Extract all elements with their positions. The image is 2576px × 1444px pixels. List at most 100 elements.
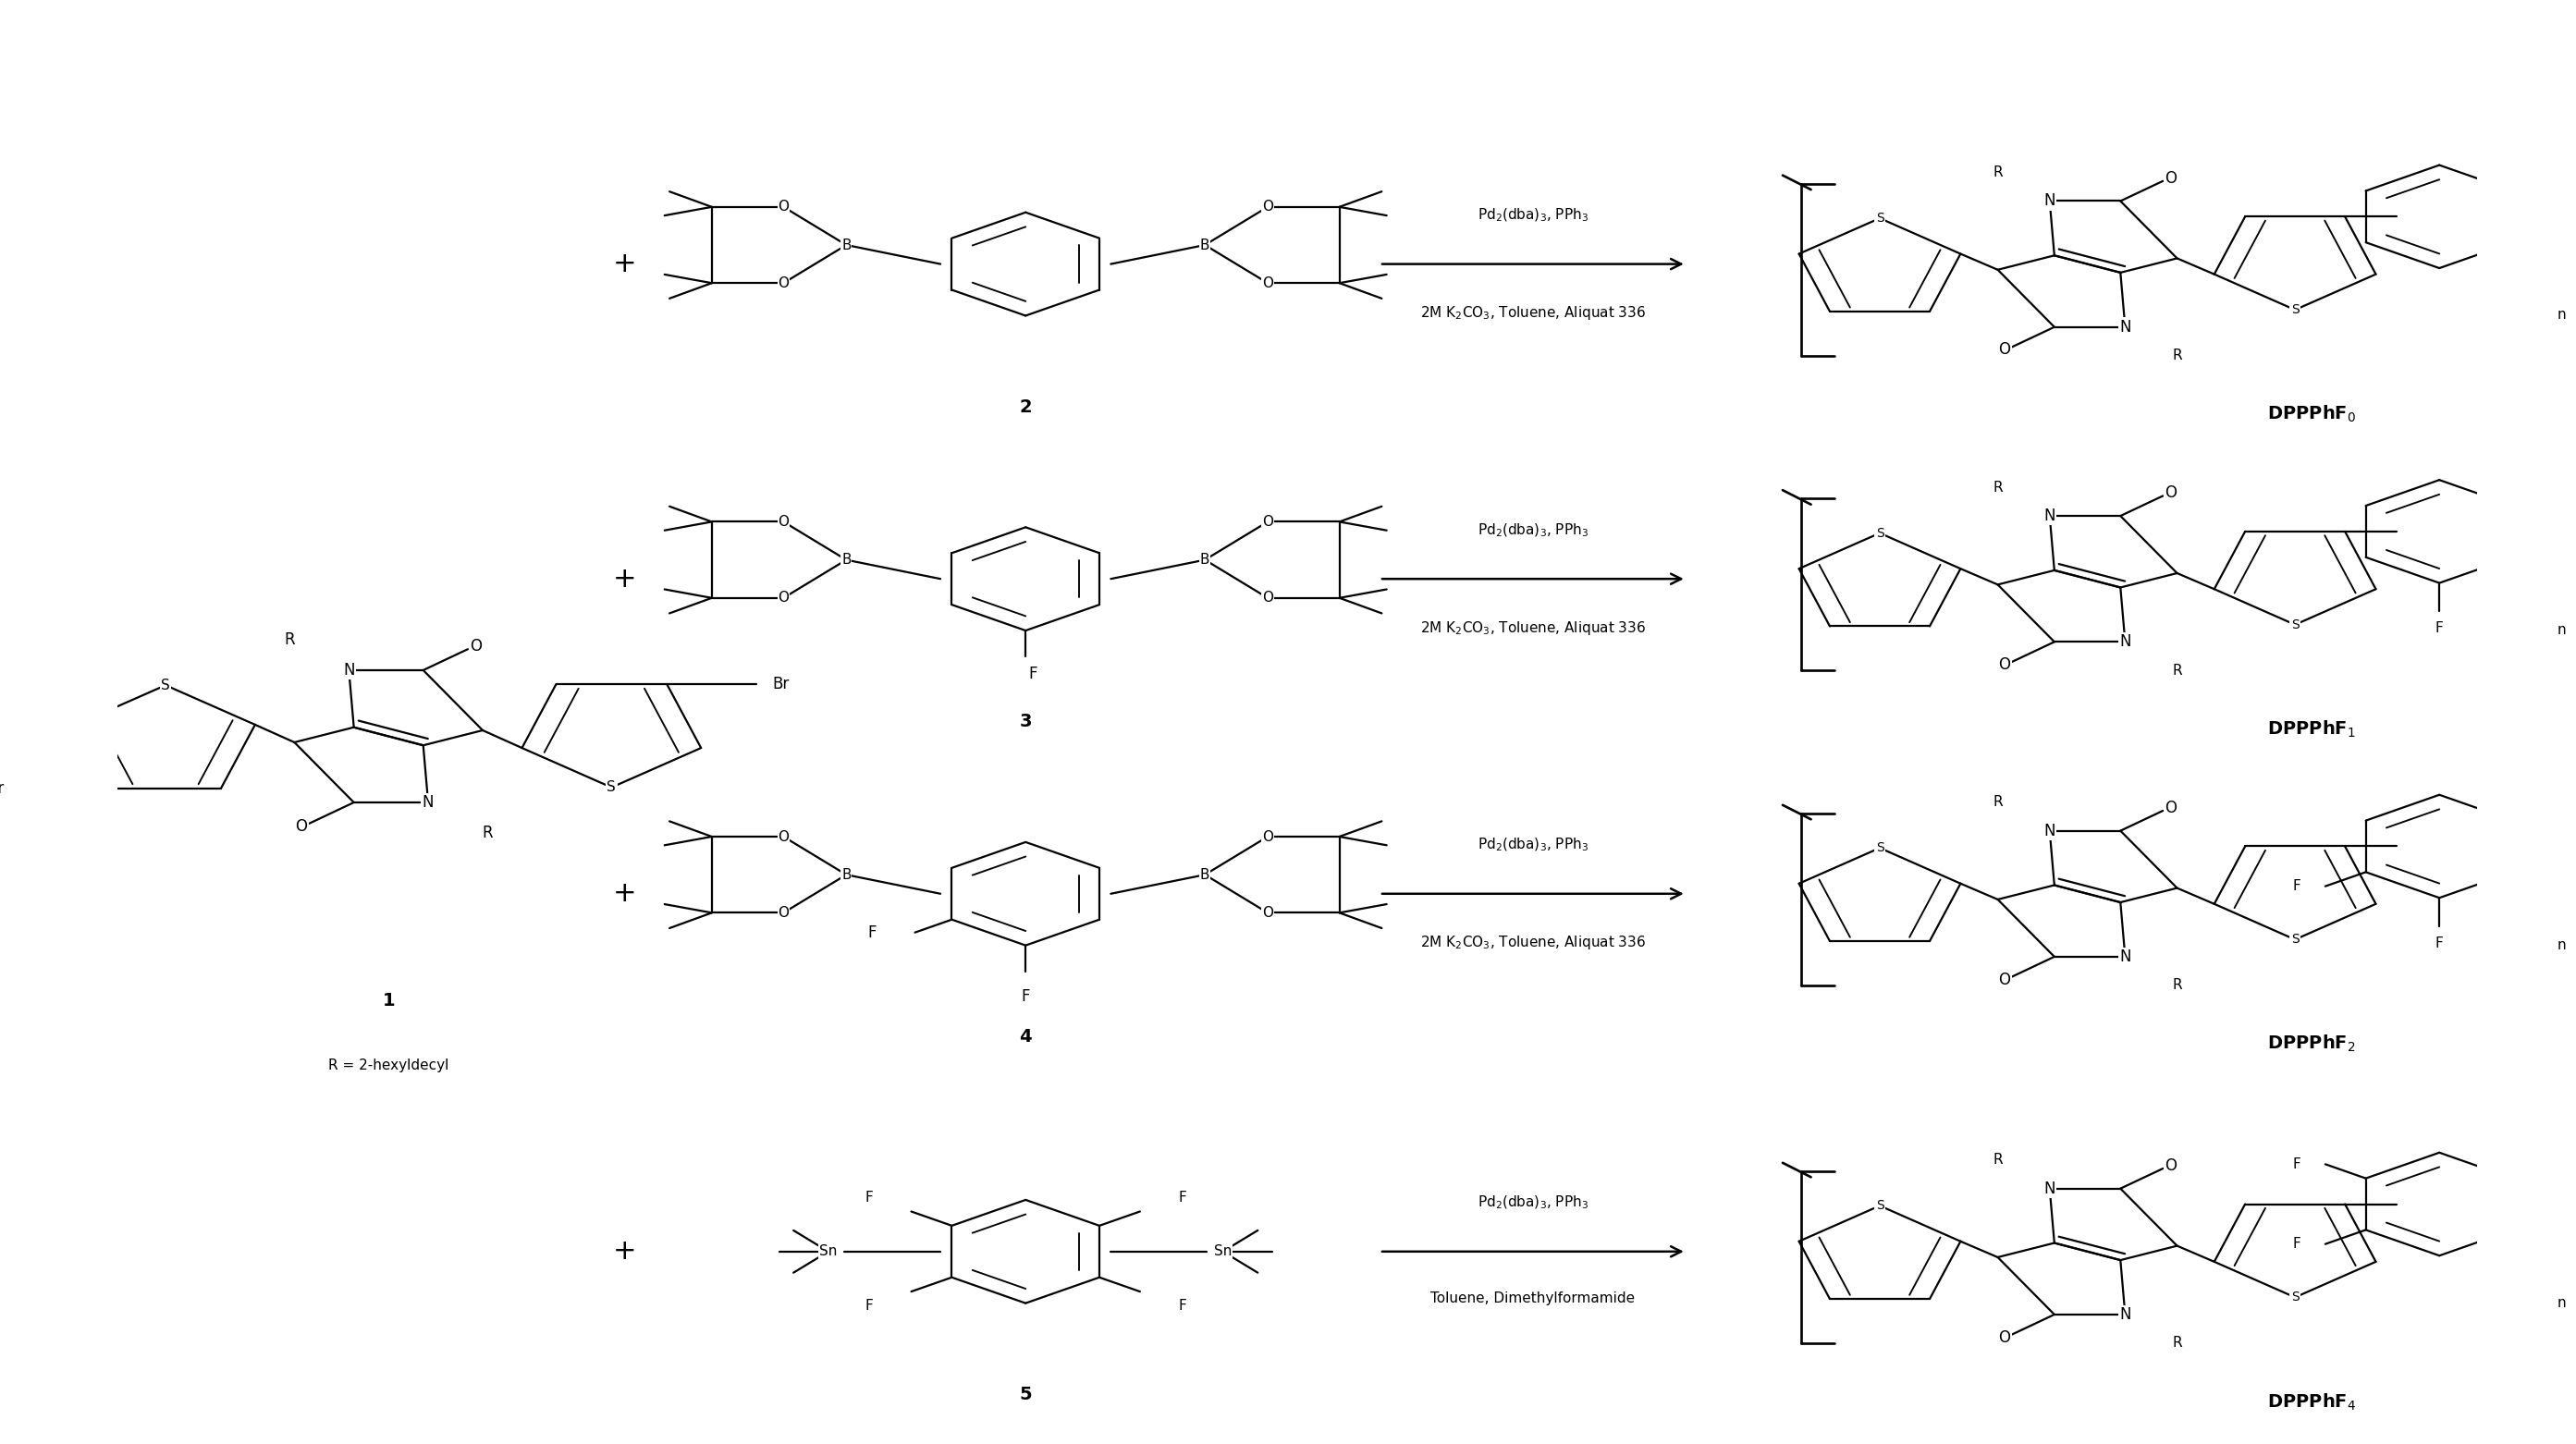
Text: N: N — [2120, 949, 2130, 965]
Text: +: + — [613, 566, 636, 592]
Text: +: + — [613, 1238, 636, 1265]
Text: N: N — [2120, 319, 2130, 335]
Text: O: O — [296, 819, 307, 835]
Text: O: O — [2164, 800, 2177, 816]
Text: Toluene, Dimethylformamide: Toluene, Dimethylformamide — [1430, 1291, 1636, 1305]
Text: R: R — [1994, 1152, 2002, 1167]
Text: R: R — [1994, 166, 2002, 179]
Text: N: N — [422, 794, 433, 810]
Text: B: B — [1200, 868, 1211, 882]
Text: O: O — [778, 830, 788, 843]
Text: O: O — [1262, 276, 1273, 290]
Text: S: S — [162, 679, 170, 692]
Text: $\mathbf{DPPPhF}_{1}$: $\mathbf{DPPPhF}_{1}$ — [2267, 719, 2357, 739]
Text: O: O — [469, 638, 482, 654]
Text: O: O — [778, 516, 788, 529]
Text: $\mathbf{DPPPhF}_{4}$: $\mathbf{DPPPhF}_{4}$ — [2267, 1392, 2357, 1412]
Text: Pd$_2$(dba)$_3$, PPh$_3$: Pd$_2$(dba)$_3$, PPh$_3$ — [1479, 836, 1589, 853]
Text: Sn: Sn — [819, 1245, 837, 1259]
Text: B: B — [1200, 553, 1211, 567]
Text: O: O — [778, 591, 788, 605]
Text: Br: Br — [773, 676, 788, 693]
Text: Pd$_2$(dba)$_3$, PPh$_3$: Pd$_2$(dba)$_3$, PPh$_3$ — [1479, 1194, 1589, 1212]
Text: 1: 1 — [381, 992, 394, 1009]
Text: R = 2-hexyldecyl: R = 2-hexyldecyl — [327, 1058, 448, 1073]
Text: S: S — [2290, 1291, 2300, 1304]
Text: R: R — [2172, 664, 2182, 677]
Text: +: + — [613, 881, 636, 907]
Text: O: O — [1999, 1328, 2009, 1346]
Text: Pd$_2$(dba)$_3$, PPh$_3$: Pd$_2$(dba)$_3$, PPh$_3$ — [1479, 521, 1589, 539]
Text: 4: 4 — [1020, 1028, 1033, 1045]
Text: O: O — [1999, 657, 2009, 673]
Text: O: O — [1262, 830, 1273, 843]
Text: Sn: Sn — [1213, 1245, 1231, 1259]
Text: S: S — [2290, 303, 2300, 316]
Text: Br: Br — [0, 780, 5, 797]
Text: S: S — [608, 780, 616, 794]
Text: $\mathbf{DPPPhF}_{0}$: $\mathbf{DPPPhF}_{0}$ — [2267, 404, 2357, 425]
Text: O: O — [1999, 972, 2009, 988]
Text: S: S — [1875, 842, 1883, 855]
Text: F: F — [2293, 879, 2300, 894]
Text: Pd$_2$(dba)$_3$, PPh$_3$: Pd$_2$(dba)$_3$, PPh$_3$ — [1479, 206, 1589, 224]
Text: N: N — [343, 661, 355, 679]
Text: n: n — [2558, 1295, 2566, 1310]
Text: N: N — [2043, 823, 2056, 839]
Text: N: N — [2043, 508, 2056, 524]
Text: O: O — [2164, 485, 2177, 501]
Text: F: F — [1020, 989, 1030, 1005]
Text: F: F — [1177, 1190, 1188, 1204]
Text: R: R — [2172, 348, 2182, 362]
Text: R: R — [283, 632, 294, 648]
Text: S: S — [1875, 527, 1883, 540]
Text: O: O — [1999, 342, 2009, 358]
Text: 2M K$_2$CO$_3$, Toluene, Aliquat 336: 2M K$_2$CO$_3$, Toluene, Aliquat 336 — [1419, 305, 1646, 322]
Text: 3: 3 — [1020, 713, 1033, 731]
Text: R: R — [482, 825, 492, 840]
Text: B: B — [842, 553, 850, 567]
Text: S: S — [2290, 618, 2300, 631]
Text: N: N — [2043, 192, 2056, 209]
Text: R: R — [1994, 796, 2002, 809]
Text: O: O — [2164, 1157, 2177, 1174]
Text: F: F — [2434, 936, 2445, 950]
Text: O: O — [778, 199, 788, 214]
Text: F: F — [1177, 1300, 1188, 1313]
Text: 5: 5 — [1020, 1386, 1033, 1404]
Text: 2M K$_2$CO$_3$, Toluene, Aliquat 336: 2M K$_2$CO$_3$, Toluene, Aliquat 336 — [1419, 934, 1646, 952]
Text: $\mathbf{DPPPhF}_{2}$: $\mathbf{DPPPhF}_{2}$ — [2267, 1034, 2357, 1054]
Text: 2M K$_2$CO$_3$, Toluene, Aliquat 336: 2M K$_2$CO$_3$, Toluene, Aliquat 336 — [1419, 619, 1646, 637]
Text: B: B — [842, 238, 850, 251]
Text: B: B — [842, 868, 850, 882]
Text: n: n — [2558, 939, 2566, 952]
Text: R: R — [1994, 481, 2002, 494]
Text: R: R — [2172, 1336, 2182, 1350]
Text: N: N — [2120, 1307, 2130, 1323]
Text: n: n — [2558, 622, 2566, 637]
Text: n: n — [2558, 308, 2566, 322]
Text: +: + — [613, 251, 636, 277]
Text: O: O — [778, 905, 788, 920]
Text: F: F — [866, 1300, 873, 1313]
Text: O: O — [778, 276, 788, 290]
Text: S: S — [2290, 933, 2300, 946]
Text: F: F — [1028, 666, 1038, 682]
Text: O: O — [1262, 199, 1273, 214]
Text: O: O — [1262, 591, 1273, 605]
Text: O: O — [1262, 905, 1273, 920]
Text: F: F — [2434, 621, 2445, 635]
Text: 2: 2 — [1020, 399, 1033, 416]
Text: R: R — [2172, 979, 2182, 992]
Text: N: N — [2043, 1180, 2056, 1197]
Text: F: F — [2293, 1157, 2300, 1171]
Text: N: N — [2120, 634, 2130, 650]
Text: S: S — [1875, 1200, 1883, 1212]
Text: O: O — [2164, 170, 2177, 186]
Text: S: S — [1875, 212, 1883, 225]
Text: F: F — [868, 924, 876, 941]
Text: F: F — [2293, 1238, 2300, 1251]
Text: O: O — [1262, 516, 1273, 529]
Text: B: B — [1200, 238, 1211, 251]
Text: F: F — [866, 1190, 873, 1204]
